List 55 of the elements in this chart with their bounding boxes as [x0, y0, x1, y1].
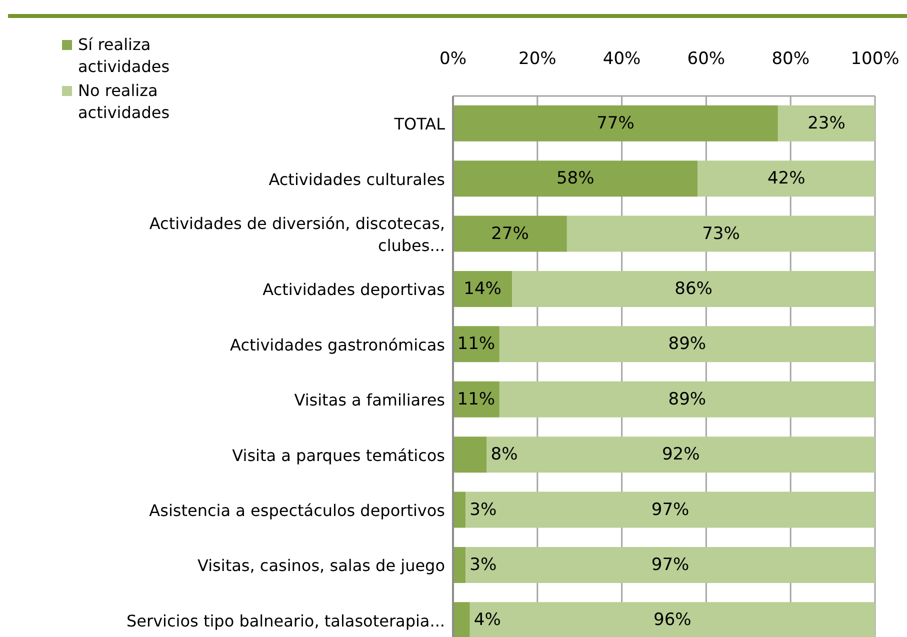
x-tick-label: 100%: [850, 49, 900, 69]
bar: [453, 216, 567, 252]
data-label: 92%: [662, 444, 700, 465]
x-tick-label: 60%: [687, 49, 726, 69]
data-label: 97%: [651, 500, 690, 520]
y-tick-label: Actividades gastronómicas: [230, 334, 445, 354]
bar: [453, 546, 466, 583]
y-tick-label: Actividades culturales: [268, 169, 445, 188]
bar: [486, 436, 875, 473]
data-label: 27%: [491, 224, 529, 244]
bar: [466, 546, 875, 583]
data-label: 96%: [654, 610, 692, 630]
data-label: 42%: [767, 168, 806, 189]
y-tick-label: Visitas, casinos, salas de juego: [198, 556, 445, 575]
y-tick-label: Servicios tipo balneario, talasoterapia...: [126, 610, 445, 630]
data-label: 23%: [808, 113, 846, 134]
bar: [566, 216, 875, 252]
x-tick-label: 0%: [440, 49, 466, 69]
bar: [512, 270, 875, 307]
data-label: 3%: [470, 500, 497, 520]
bar: [453, 492, 466, 528]
bar: [499, 326, 875, 362]
y-tick-label: TOTAL: [393, 114, 446, 134]
data-label: 77%: [596, 113, 634, 134]
data-label: 3%: [470, 554, 497, 575]
y-tick-label: Visitas a familiares: [294, 390, 445, 410]
legend-label: No realiza actividades: [78, 80, 171, 124]
data-label: 86%: [674, 278, 712, 299]
y-tick-label: Asistencia a espectáculos deportivos: [149, 500, 445, 520]
data-label: 89%: [668, 334, 706, 354]
data-label: 11%: [457, 389, 496, 410]
bar: [499, 381, 875, 418]
bar: [453, 602, 470, 637]
x-tick-label: 20%: [518, 49, 556, 69]
bar: [453, 160, 698, 197]
data-label: 97%: [651, 554, 690, 575]
bar: [453, 436, 487, 473]
data-label: 11%: [457, 334, 496, 354]
bar: [778, 105, 875, 142]
data-label: 58%: [556, 168, 594, 189]
y-tick-label: Actividades deportivas: [262, 280, 445, 299]
data-label: 8%: [490, 444, 518, 465]
data-label: 14%: [464, 278, 502, 299]
data-label: 73%: [702, 224, 740, 244]
x-tick-label: 40%: [602, 49, 641, 69]
bar: [698, 160, 875, 197]
x-tick-label: 80%: [772, 49, 810, 69]
legend-label: Sí realiza actividades: [78, 34, 171, 78]
y-tick-label: Visita a parques temáticos: [232, 445, 445, 464]
y-tick-label: Actividades de diversión, discotecas, clubes...: [149, 214, 445, 254]
data-label: 89%: [668, 389, 706, 410]
bar: [466, 492, 875, 528]
data-label: 4%: [474, 610, 501, 630]
bar: [470, 602, 875, 637]
bar: [453, 105, 778, 142]
